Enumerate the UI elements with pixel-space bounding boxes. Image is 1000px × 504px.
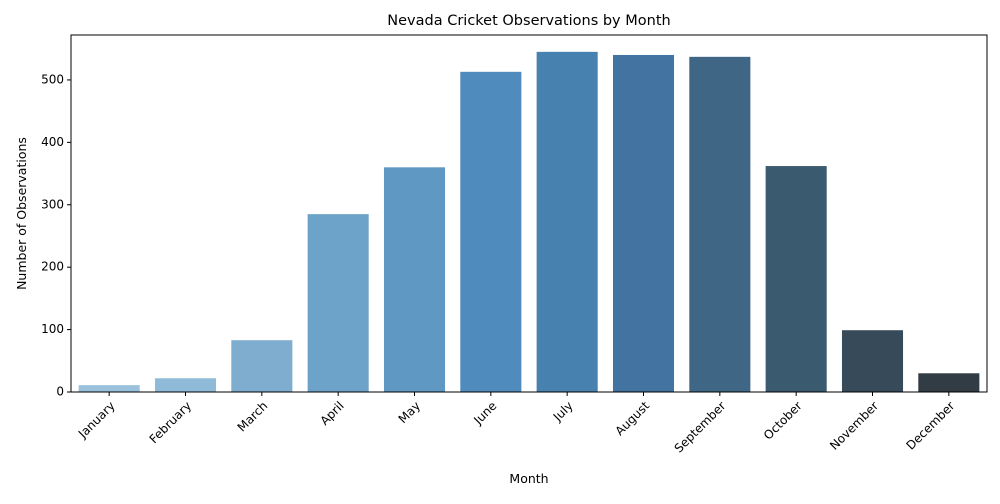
bar-september xyxy=(689,56,751,393)
bar-october xyxy=(765,166,827,392)
x-tick-label: February xyxy=(147,399,195,447)
x-tick-label: April xyxy=(317,399,346,428)
x-tick-label: March xyxy=(235,399,271,435)
bar-january xyxy=(78,385,140,392)
bar-march xyxy=(231,340,293,392)
y-tick-label: 500 xyxy=(41,72,64,86)
x-tick-label: May xyxy=(396,399,423,426)
bar-august xyxy=(612,54,675,392)
bar-may xyxy=(383,167,446,392)
bar-february xyxy=(154,378,217,392)
y-tick-label: 0 xyxy=(56,385,64,399)
x-axis-label: Month xyxy=(509,471,548,486)
chart-title: Nevada Cricket Observations by Month xyxy=(387,13,670,29)
bar-november xyxy=(841,330,904,392)
y-axis-ticks: 0 100 200 300 400 500 xyxy=(41,72,71,399)
y-tick-label: 200 xyxy=(41,260,64,274)
x-tick-label: December xyxy=(904,399,958,453)
y-tick-label: 400 xyxy=(41,135,64,149)
y-axis-label: Number of Observations xyxy=(14,137,29,290)
y-tick-label: 300 xyxy=(41,197,64,211)
x-axis-ticks: January February March April May June July Augu… xyxy=(75,392,957,455)
x-tick-label: September xyxy=(672,399,729,456)
bar-april xyxy=(307,214,369,392)
x-tick-label: July xyxy=(550,399,576,425)
x-tick-label: January xyxy=(75,399,118,442)
x-tick-label: August xyxy=(612,398,652,438)
bar-december xyxy=(918,373,980,392)
x-tick-label: June xyxy=(470,399,499,428)
x-tick-label: November xyxy=(827,399,881,453)
x-tick-label: October xyxy=(761,399,805,443)
y-tick-label: 100 xyxy=(41,322,64,336)
bar-july xyxy=(536,51,598,392)
plot-frame xyxy=(70,34,988,393)
bars-group xyxy=(78,51,980,393)
bar-june xyxy=(460,71,522,392)
